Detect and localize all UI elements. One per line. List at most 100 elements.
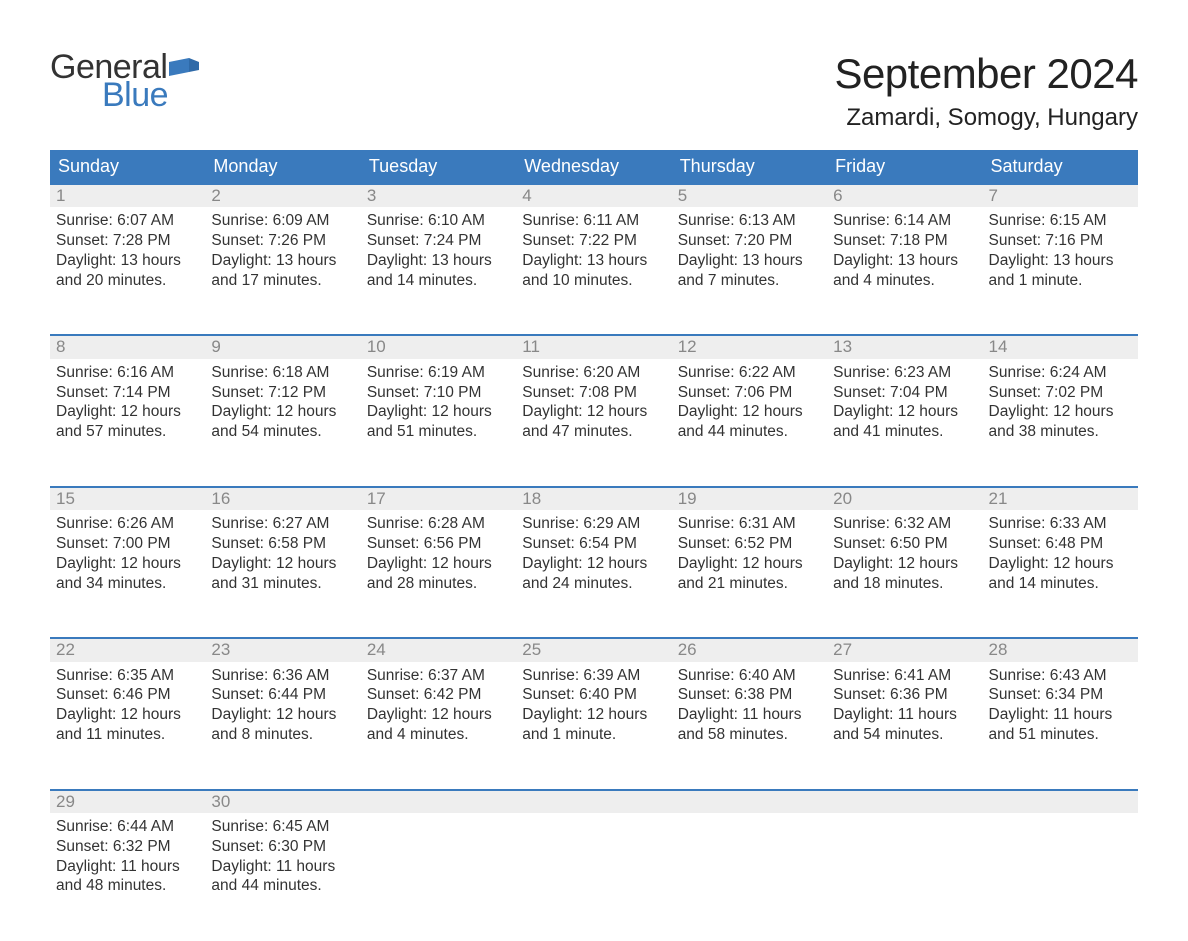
day-cell: Sunrise: 6:13 AMSunset: 7:20 PMDaylight:… xyxy=(672,207,827,335)
sunrise-line: Sunrise: 6:31 AM xyxy=(678,514,821,534)
week-number-row: 2930 xyxy=(50,790,1138,813)
sunrise-line: Sunrise: 6:07 AM xyxy=(56,211,199,231)
daylight-line: Daylight: 12 hours and 4 minutes. xyxy=(367,705,510,745)
weekday-header-row: Sunday Monday Tuesday Wednesday Thursday… xyxy=(50,150,1138,184)
day-cell: Sunrise: 6:33 AMSunset: 6:48 PMDaylight:… xyxy=(983,510,1138,638)
sunrise-line: Sunrise: 6:20 AM xyxy=(522,363,665,383)
day-number: 25 xyxy=(516,639,671,661)
logo: General Blue xyxy=(50,50,199,112)
day-cell: Sunrise: 6:37 AMSunset: 6:42 PMDaylight:… xyxy=(361,662,516,790)
day-number: 6 xyxy=(827,185,982,207)
sunset-line: Sunset: 7:28 PM xyxy=(56,231,199,251)
sunset-line: Sunset: 6:52 PM xyxy=(678,534,821,554)
day-cell: Sunrise: 6:32 AMSunset: 6:50 PMDaylight:… xyxy=(827,510,982,638)
sunset-line: Sunset: 7:16 PM xyxy=(989,231,1132,251)
sunrise-line: Sunrise: 6:32 AM xyxy=(833,514,976,534)
sunset-line: Sunset: 6:32 PM xyxy=(56,837,199,857)
sunrise-line: Sunrise: 6:33 AM xyxy=(989,514,1132,534)
sunrise-line: Sunrise: 6:40 AM xyxy=(678,666,821,686)
day-cell xyxy=(983,813,1138,941)
daylight-line: Daylight: 12 hours and 11 minutes. xyxy=(56,705,199,745)
calendar-page: General Blue September 2024 Zamardi, Som… xyxy=(0,0,1188,918)
day-number: 19 xyxy=(672,488,827,510)
week-body-row: Sunrise: 6:35 AMSunset: 6:46 PMDaylight:… xyxy=(50,662,1138,790)
day-cell: Sunrise: 6:40 AMSunset: 6:38 PMDaylight:… xyxy=(672,662,827,790)
day-number xyxy=(516,791,671,813)
weekday-header: Sunday xyxy=(50,150,205,184)
daylight-line: Daylight: 13 hours and 7 minutes. xyxy=(678,251,821,291)
sunrise-line: Sunrise: 6:36 AM xyxy=(211,666,354,686)
sunrise-line: Sunrise: 6:16 AM xyxy=(56,363,199,383)
day-number: 13 xyxy=(827,336,982,358)
week-number-row: 1234567 xyxy=(50,184,1138,207)
day-cell: Sunrise: 6:26 AMSunset: 7:00 PMDaylight:… xyxy=(50,510,205,638)
day-number: 14 xyxy=(983,336,1138,358)
day-number xyxy=(827,791,982,813)
day-cell: Sunrise: 6:27 AMSunset: 6:58 PMDaylight:… xyxy=(205,510,360,638)
daylight-line: Daylight: 12 hours and 34 minutes. xyxy=(56,554,199,594)
sunset-line: Sunset: 7:10 PM xyxy=(367,383,510,403)
day-number: 27 xyxy=(827,639,982,661)
sunset-line: Sunset: 7:24 PM xyxy=(367,231,510,251)
sunrise-line: Sunrise: 6:24 AM xyxy=(989,363,1132,383)
sunset-line: Sunset: 7:00 PM xyxy=(56,534,199,554)
sunset-line: Sunset: 7:14 PM xyxy=(56,383,199,403)
day-number xyxy=(983,791,1138,813)
weekday-header: Thursday xyxy=(672,150,827,184)
day-cell: Sunrise: 6:11 AMSunset: 7:22 PMDaylight:… xyxy=(516,207,671,335)
sunset-line: Sunset: 6:34 PM xyxy=(989,685,1132,705)
week-number-row: 891011121314 xyxy=(50,335,1138,358)
sunrise-line: Sunrise: 6:35 AM xyxy=(56,666,199,686)
sunrise-line: Sunrise: 6:29 AM xyxy=(522,514,665,534)
week-body-row: Sunrise: 6:26 AMSunset: 7:00 PMDaylight:… xyxy=(50,510,1138,638)
day-cell: Sunrise: 6:09 AMSunset: 7:26 PMDaylight:… xyxy=(205,207,360,335)
location-subtitle: Zamardi, Somogy, Hungary xyxy=(834,104,1138,132)
week-number-row: 15161718192021 xyxy=(50,487,1138,510)
sunset-line: Sunset: 7:12 PM xyxy=(211,383,354,403)
daylight-line: Daylight: 12 hours and 47 minutes. xyxy=(522,402,665,442)
daylight-line: Daylight: 12 hours and 31 minutes. xyxy=(211,554,354,594)
day-number xyxy=(361,791,516,813)
daylight-line: Daylight: 12 hours and 54 minutes. xyxy=(211,402,354,442)
daylight-line: Daylight: 11 hours and 51 minutes. xyxy=(989,705,1132,745)
weekday-header: Saturday xyxy=(983,150,1138,184)
day-number: 8 xyxy=(50,336,205,358)
daylight-line: Daylight: 11 hours and 54 minutes. xyxy=(833,705,976,745)
day-cell: Sunrise: 6:28 AMSunset: 6:56 PMDaylight:… xyxy=(361,510,516,638)
sunset-line: Sunset: 6:30 PM xyxy=(211,837,354,857)
day-cell: Sunrise: 6:24 AMSunset: 7:02 PMDaylight:… xyxy=(983,359,1138,487)
sunset-line: Sunset: 7:20 PM xyxy=(678,231,821,251)
day-cell: Sunrise: 6:16 AMSunset: 7:14 PMDaylight:… xyxy=(50,359,205,487)
sunset-line: Sunset: 7:08 PM xyxy=(522,383,665,403)
day-number: 3 xyxy=(361,185,516,207)
day-cell: Sunrise: 6:18 AMSunset: 7:12 PMDaylight:… xyxy=(205,359,360,487)
daylight-line: Daylight: 13 hours and 4 minutes. xyxy=(833,251,976,291)
daylight-line: Daylight: 12 hours and 8 minutes. xyxy=(211,705,354,745)
day-cell: Sunrise: 6:35 AMSunset: 6:46 PMDaylight:… xyxy=(50,662,205,790)
day-number xyxy=(672,791,827,813)
day-cell: Sunrise: 6:45 AMSunset: 6:30 PMDaylight:… xyxy=(205,813,360,941)
day-number: 7 xyxy=(983,185,1138,207)
daylight-line: Daylight: 11 hours and 44 minutes. xyxy=(211,857,354,897)
day-cell: Sunrise: 6:22 AMSunset: 7:06 PMDaylight:… xyxy=(672,359,827,487)
daylight-line: Daylight: 12 hours and 24 minutes. xyxy=(522,554,665,594)
day-number: 9 xyxy=(205,336,360,358)
day-number: 4 xyxy=(516,185,671,207)
day-number: 2 xyxy=(205,185,360,207)
week-number-row: 22232425262728 xyxy=(50,638,1138,661)
sunset-line: Sunset: 6:40 PM xyxy=(522,685,665,705)
sunset-line: Sunset: 7:02 PM xyxy=(989,383,1132,403)
daylight-line: Daylight: 12 hours and 51 minutes. xyxy=(367,402,510,442)
sunrise-line: Sunrise: 6:27 AM xyxy=(211,514,354,534)
sunset-line: Sunset: 6:50 PM xyxy=(833,534,976,554)
daylight-line: Daylight: 12 hours and 21 minutes. xyxy=(678,554,821,594)
day-cell: Sunrise: 6:20 AMSunset: 7:08 PMDaylight:… xyxy=(516,359,671,487)
day-number: 28 xyxy=(983,639,1138,661)
day-cell: Sunrise: 6:44 AMSunset: 6:32 PMDaylight:… xyxy=(50,813,205,941)
day-cell: Sunrise: 6:15 AMSunset: 7:16 PMDaylight:… xyxy=(983,207,1138,335)
calendar-table: Sunday Monday Tuesday Wednesday Thursday… xyxy=(50,150,1138,941)
sunset-line: Sunset: 6:36 PM xyxy=(833,685,976,705)
sunset-line: Sunset: 6:42 PM xyxy=(367,685,510,705)
day-cell: Sunrise: 6:31 AMSunset: 6:52 PMDaylight:… xyxy=(672,510,827,638)
day-number: 12 xyxy=(672,336,827,358)
